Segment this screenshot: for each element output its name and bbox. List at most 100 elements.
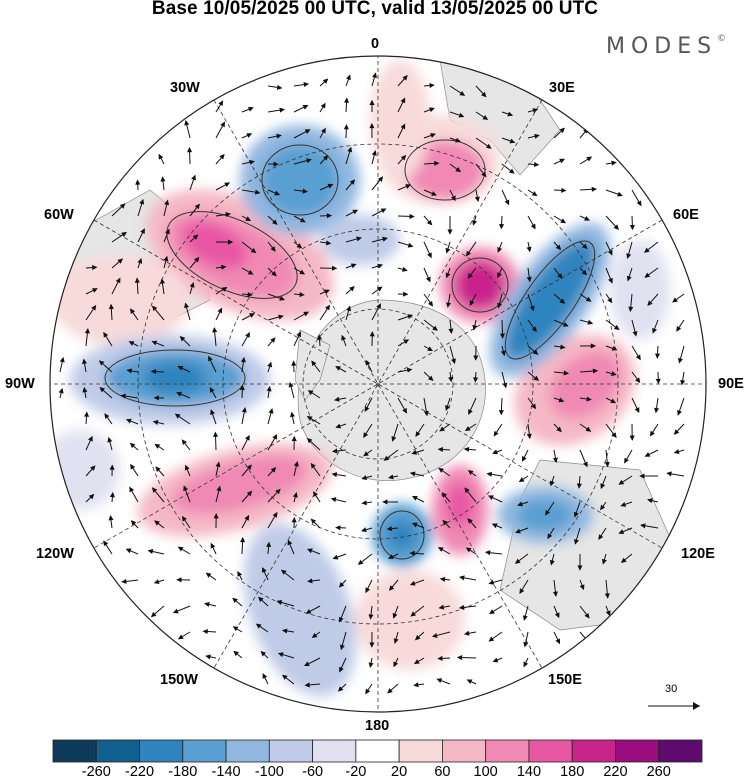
wind-arrow-head <box>611 160 617 166</box>
wind-arrow-head <box>531 326 537 333</box>
wind-arrow-head <box>626 275 632 282</box>
wind-arrow-head <box>673 449 680 454</box>
wind-arrow-head <box>382 499 388 505</box>
wind-arrow-head <box>108 515 114 521</box>
wind-arrow-head <box>276 84 283 90</box>
wind-arrow-head <box>532 349 539 355</box>
wind-arrow-head <box>361 500 367 506</box>
wind-arrow-head <box>255 623 262 629</box>
wind-arrow-head <box>302 188 308 194</box>
lon-label-120w: 120W <box>36 546 74 562</box>
wind-arrow-head <box>644 452 651 457</box>
wind-arrow-head <box>221 287 228 292</box>
wind-arrow-head <box>407 242 414 248</box>
wind-arrow-head <box>618 479 625 485</box>
wind-arrow-head <box>427 346 433 352</box>
wind-arrow-head <box>439 426 445 432</box>
wind-arrow-head <box>181 515 187 522</box>
wind-arrow-head <box>437 655 443 661</box>
wind-arrow-head <box>296 243 303 249</box>
wind-arrow-head <box>293 460 299 467</box>
wind-arrow-head <box>509 138 516 144</box>
wind-arrow-head <box>302 105 309 110</box>
wind-arrow-head <box>514 558 521 564</box>
wind-arrow-head <box>586 396 592 402</box>
wind-arrow-head <box>154 443 161 449</box>
wind-arrow-head <box>445 272 451 279</box>
wind-arrow-head <box>451 358 456 365</box>
wind-arrow-head <box>177 365 184 371</box>
wind-arrow-head <box>534 133 540 139</box>
wind-arrow-head <box>531 191 538 197</box>
wind-arrow-head <box>129 486 135 493</box>
colorbar-swatch <box>52 739 97 763</box>
lon-label-150e: 150E <box>548 672 582 688</box>
colorbar-swatch <box>615 739 660 763</box>
wind-arrow-head <box>313 491 318 497</box>
wind-arrow-head <box>467 273 473 279</box>
colorbar-tick-label: -220 <box>125 764 155 780</box>
wind-arrow-head <box>411 522 418 528</box>
wind-arrow-head <box>232 626 239 632</box>
wind-arrow-head <box>579 584 585 591</box>
colorbar-swatch <box>182 739 227 763</box>
wind-arrow-head <box>523 661 529 668</box>
wind-arrow-head <box>258 596 264 603</box>
wind-arrow-head <box>310 518 317 525</box>
wind-arrow-head <box>485 143 492 149</box>
wind-arrow-head <box>488 579 495 585</box>
wind-arrow-head <box>306 437 313 444</box>
wind-arrow-head <box>338 616 344 623</box>
wind-arrow-head <box>423 410 429 417</box>
wind-arrow-head <box>604 461 610 468</box>
wind-arrow-head <box>639 473 645 479</box>
wind-arrow-head <box>215 461 221 468</box>
wind-arrow-head <box>232 597 238 604</box>
colorbar-swatch <box>528 739 573 763</box>
brand-logo: MODES© <box>606 33 727 59</box>
wind-arrow-head <box>181 439 187 445</box>
colorbar-tick-label: 140 <box>516 764 542 780</box>
wind-arrow-head <box>346 305 352 312</box>
wind-arrow-head <box>458 112 465 118</box>
wind-arrow-head <box>303 661 310 667</box>
wind-arrow-head <box>125 418 132 424</box>
wind-arrow-head <box>152 420 159 425</box>
colorbar-tick-label: 20 <box>391 764 408 780</box>
colorbar-swatch <box>658 739 703 763</box>
wind-arrow-head <box>290 411 296 418</box>
wind-arrow-head <box>364 406 370 412</box>
wind-arrow-head <box>140 228 145 234</box>
wind-arrow-head <box>368 614 374 620</box>
wind-arrow-head <box>387 554 394 559</box>
wind-arrow-head <box>455 137 462 143</box>
wind-arrow-head <box>555 244 562 251</box>
wind-arrow-head <box>451 195 456 202</box>
wind-arrow-head <box>438 604 445 610</box>
wind-arrow-head <box>411 449 418 455</box>
wind-arrow-head <box>172 608 179 614</box>
wind-arrow-head <box>202 628 208 635</box>
wind-arrow-head <box>581 269 588 276</box>
wind-arrow-head <box>635 354 641 361</box>
wind-arrow-head <box>434 160 440 166</box>
wind-arrow-head <box>409 550 415 556</box>
wind-arrow-head <box>497 302 503 309</box>
wind-arrow-head <box>577 565 583 571</box>
wind-arrow-head <box>439 576 446 582</box>
wind-arrow-head <box>448 376 454 383</box>
wind-arrow-head <box>130 463 136 470</box>
wind-arrow-head <box>292 492 298 498</box>
wind-arrow-head <box>488 636 495 642</box>
wind-arrow-head <box>573 511 579 518</box>
wind-arrow-head <box>299 217 306 223</box>
wind-arrow-head <box>402 75 408 81</box>
wind-arrow-head <box>446 302 452 308</box>
wind-arrow-head <box>585 426 592 432</box>
wind-arrow-head <box>464 426 471 432</box>
lon-label-120e: 120E <box>681 546 715 562</box>
wind-arrow-head <box>250 247 257 254</box>
wind-arrow-head <box>400 123 406 130</box>
wind-arrow-head <box>176 391 182 397</box>
wind-arrow-head <box>275 488 281 495</box>
